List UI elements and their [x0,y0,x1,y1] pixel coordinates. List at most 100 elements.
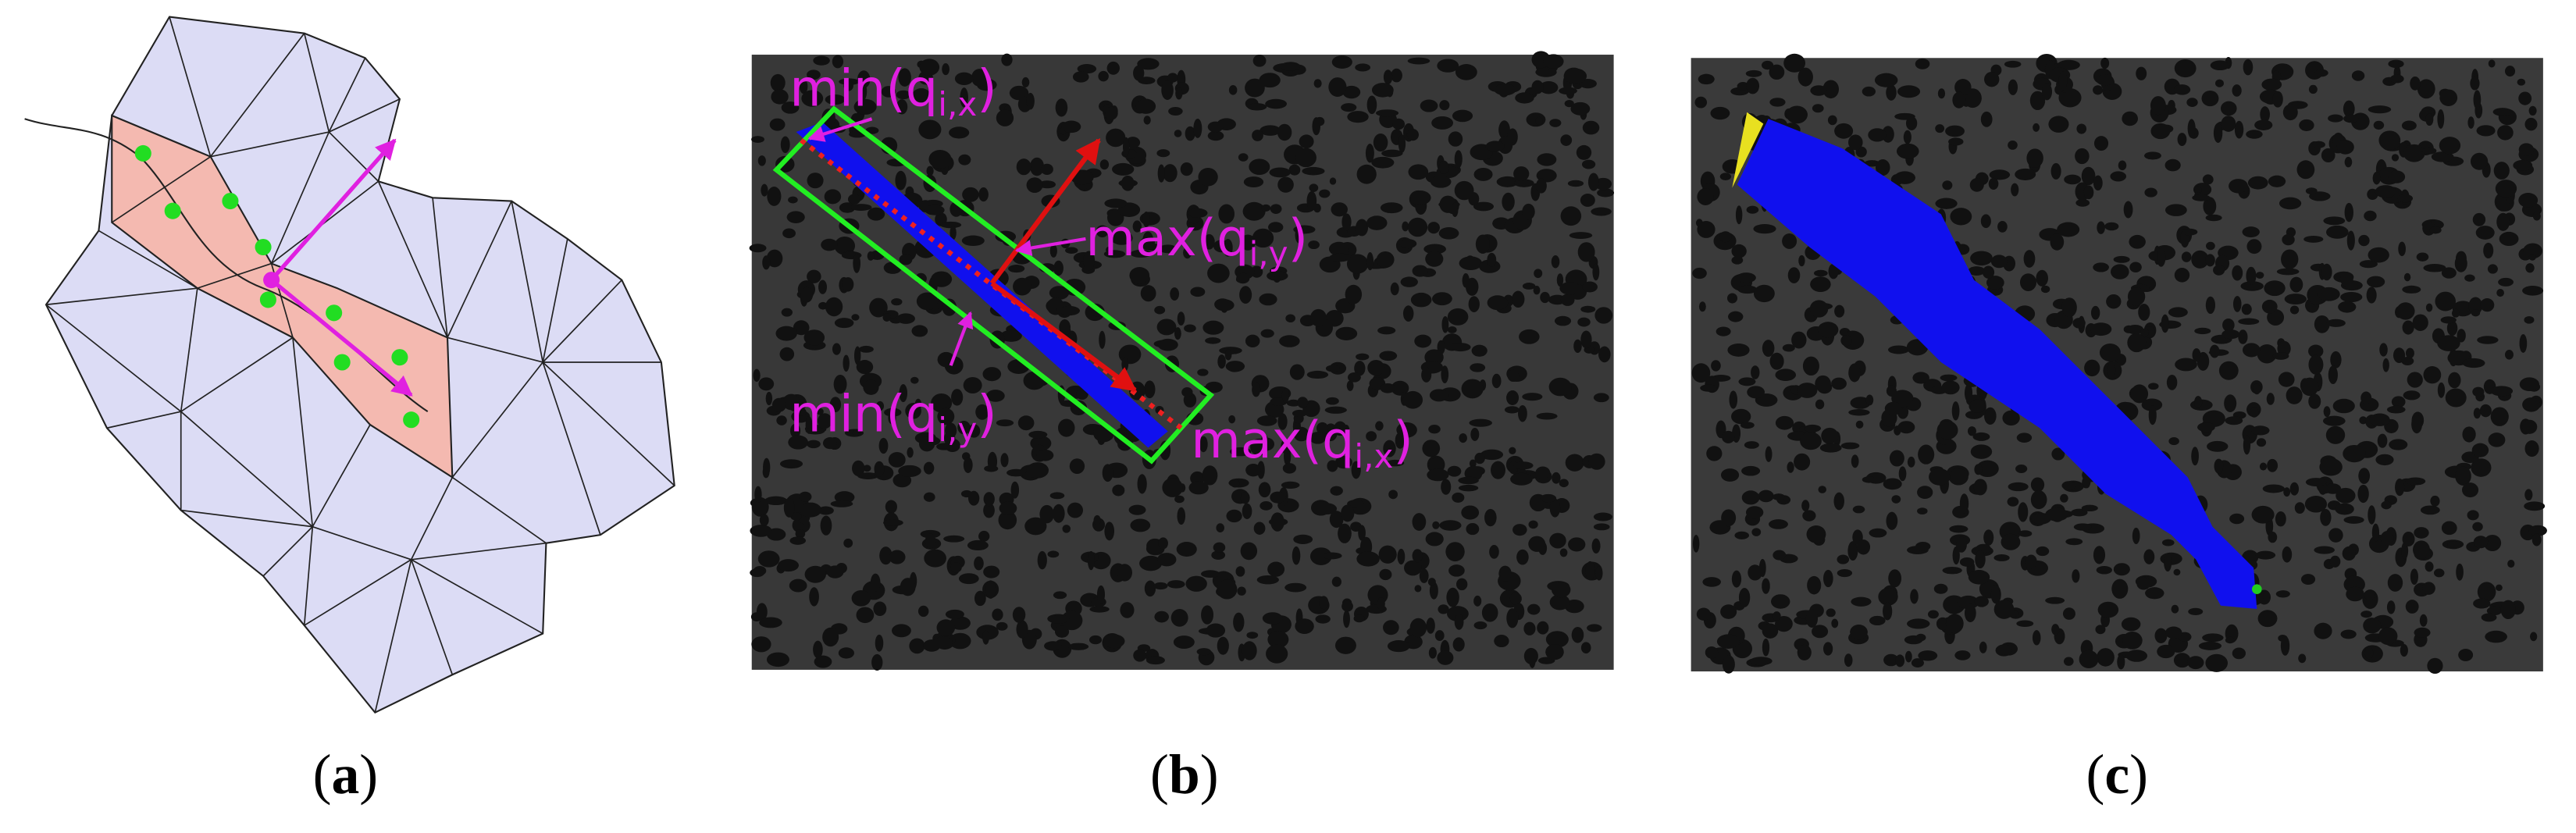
speckle [1167,580,1185,589]
speckle [1096,585,1106,604]
speckle [1242,503,1252,519]
speckle [1334,421,1347,436]
speckle [1229,447,1252,457]
speckle [2308,354,2324,375]
speckle [1423,244,1446,255]
speckle [1054,625,1070,638]
speckle [983,565,1000,578]
speckle [1341,600,1353,612]
speckle [1319,189,1331,198]
speckle [1585,561,1595,581]
speckle [2125,650,2148,662]
speckle [1496,176,1519,187]
speckle [1199,436,1208,453]
speckle [1533,286,1541,295]
speckle [1233,612,1245,632]
speckle [1366,95,1377,115]
speckle [1869,615,1886,626]
text: min(q [789,384,938,443]
speckle [1310,500,1331,516]
speckle [1721,509,1737,527]
speckle [2130,384,2149,404]
speckle [2008,482,2029,492]
speckle [2382,358,2389,372]
speckle [2198,641,2222,650]
speckle [1722,430,1735,443]
speckle [1448,564,1465,577]
speckle [1392,118,1406,130]
speckle [2057,59,2080,70]
speckle [783,497,795,518]
speckle [2504,349,2514,360]
speckle [1706,446,1723,461]
speckle [795,529,806,539]
speckle [2328,528,2343,543]
speckle [1341,103,1357,112]
speckle [1008,265,1025,273]
speckle [1837,554,1850,564]
speckle [1083,251,1096,271]
speckle [1253,522,1266,535]
speckle [1762,578,1770,594]
speckle [1840,335,1852,347]
speckle [2364,646,2374,660]
speckle [1270,204,1282,214]
speckle [1180,162,1193,176]
speckle [2174,84,2191,95]
text: c [2104,744,2129,806]
speckle [1534,269,1543,279]
speckle [2281,249,2299,269]
paren: ( [313,744,332,806]
speckle [2412,314,2428,331]
speckle [2083,473,2091,489]
speckle [1581,159,1596,169]
speckle [1886,84,1897,101]
speckle [2391,396,2406,408]
speckle [807,173,824,189]
speckle [1783,53,1806,73]
mesh-edge [210,131,330,158]
speckle [2191,250,2209,269]
speckle [2525,263,2535,273]
speckle [1580,330,1592,349]
speckle [1815,375,1831,393]
speckle [1513,179,1534,187]
speckle [1804,424,1822,433]
speckle [1378,545,1397,564]
speckle [1948,468,1969,486]
speckle [2499,231,2519,247]
speckle [1225,361,1245,372]
speckle [1480,449,1504,461]
speckle [2318,287,2340,301]
speckle [2401,542,2409,560]
speckle [2194,327,2211,335]
text: ) [1200,744,1219,806]
speckle [2368,105,2392,114]
point [222,192,239,210]
speckle [2340,292,2363,303]
speckle [2523,243,2543,259]
speckle [1230,479,1240,488]
mesh-edge [209,33,305,158]
speckle [1456,578,1468,591]
pointer [1014,237,1086,257]
speckle [2386,405,2406,414]
speckle [1293,426,1309,442]
speckle [1217,636,1229,655]
speckle [1856,539,1871,555]
speckle [838,647,854,659]
speckle [2096,565,2112,575]
speckle [1112,484,1125,497]
speckle [2202,174,2214,185]
speckle [1237,586,1246,596]
speckle [1205,337,1221,344]
speckle [834,491,855,504]
speckle [1769,519,1788,529]
speckle [2462,482,2479,498]
speckle [807,269,821,283]
speckle [2358,468,2371,484]
mesh-edge [451,476,547,544]
speckle [914,398,922,410]
speckle [1847,541,1858,561]
speckle [1513,166,1530,182]
